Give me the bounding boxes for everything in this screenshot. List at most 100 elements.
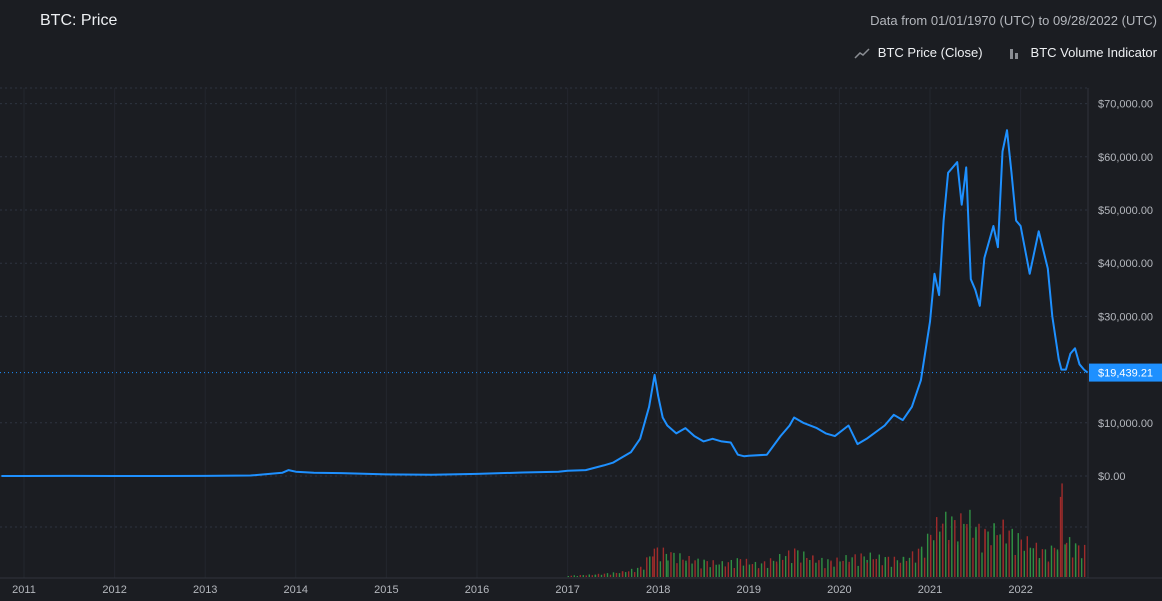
volume-bar xyxy=(1032,548,1035,577)
volume-bar xyxy=(911,551,914,577)
line-chart-icon xyxy=(854,47,870,59)
volume-bar xyxy=(633,572,636,577)
volume-bar xyxy=(730,559,733,577)
volume-bar xyxy=(772,560,775,577)
volume-bar xyxy=(1083,544,1086,577)
volume-bar xyxy=(778,554,781,577)
y-tick-label: $30,000.00 xyxy=(1098,311,1153,323)
x-tick-label: 2017 xyxy=(555,584,579,596)
x-tick-label: 2012 xyxy=(102,584,126,596)
volume-bar xyxy=(600,574,603,577)
volume-bar xyxy=(960,513,962,577)
volume-bar xyxy=(624,572,627,577)
volume-bar xyxy=(857,565,859,577)
volume-bar xyxy=(984,530,986,577)
volume-bar xyxy=(567,576,569,577)
volume-bar xyxy=(987,531,989,577)
volume-bar xyxy=(896,560,899,577)
volume-bar xyxy=(612,572,615,577)
volume-bar xyxy=(815,562,817,577)
volume-bar xyxy=(1023,550,1025,577)
volume-bar xyxy=(930,534,932,577)
volume-bar xyxy=(679,553,681,577)
volume-bar xyxy=(709,567,711,577)
volume-bar xyxy=(673,552,675,577)
volume-bar xyxy=(594,574,597,577)
volume-bar xyxy=(615,572,618,577)
volume-bar xyxy=(1008,530,1010,577)
volume-bar xyxy=(878,554,880,577)
volume-bar xyxy=(794,550,796,577)
y-tick-label: $50,000.00 xyxy=(1098,205,1153,217)
volume-bar xyxy=(727,562,730,577)
volume-bar xyxy=(824,568,826,577)
volume-bar xyxy=(800,562,802,577)
volume-bar xyxy=(1029,547,1032,577)
x-tick-label: 2018 xyxy=(646,584,670,596)
volume-bar xyxy=(667,560,669,577)
volume-bar xyxy=(748,564,751,577)
volume-bar xyxy=(996,535,998,577)
volume-bar xyxy=(582,575,584,577)
volume-bar xyxy=(706,561,708,577)
volume-bar xyxy=(733,567,736,577)
x-tick-label: 2022 xyxy=(1008,584,1032,596)
volume-bar xyxy=(836,557,838,577)
volume-bar xyxy=(830,560,832,577)
volume-bar xyxy=(851,557,853,577)
volume-bar xyxy=(718,564,720,577)
volume-bar xyxy=(736,558,739,577)
volume-bar xyxy=(872,559,874,577)
volume-bar xyxy=(787,550,790,577)
y-tick-label: $40,000.00 xyxy=(1098,258,1153,270)
volume-bar xyxy=(618,573,621,577)
volume-bar xyxy=(848,561,850,577)
x-tick-label: 2019 xyxy=(737,584,761,596)
volume-bar xyxy=(839,561,841,577)
volume-bar xyxy=(1059,496,1062,577)
volume-bar xyxy=(757,568,760,577)
volume-bar xyxy=(1080,558,1083,577)
volume-bar xyxy=(936,517,938,577)
volume-bar xyxy=(609,574,612,577)
volume-bar xyxy=(606,573,609,577)
volume-bar xyxy=(630,568,633,577)
volume-bar xyxy=(715,564,717,577)
volume-bar xyxy=(691,563,693,577)
legend-item-volume[interactable]: BTC Volume Indicator xyxy=(1009,45,1157,60)
volume-bar xyxy=(833,566,835,577)
y-tick-label: $60,000.00 xyxy=(1098,152,1153,164)
volume-bar xyxy=(797,550,799,577)
volume-bar xyxy=(957,544,959,577)
volume-bar xyxy=(942,523,944,577)
volume-bar xyxy=(769,558,772,577)
chart-title: BTC: Price xyxy=(40,12,118,29)
volume-bar xyxy=(1050,545,1053,577)
volume-bar xyxy=(781,559,784,577)
volume-bar xyxy=(724,566,727,577)
volume-bar xyxy=(579,575,581,577)
date-range-text: Data from 01/01/1970 (UTC) to 09/28/2022… xyxy=(870,13,1157,28)
volume-bar xyxy=(766,567,769,577)
volume-bar xyxy=(636,567,639,577)
volume-bar xyxy=(902,556,905,577)
volume-bar xyxy=(643,569,645,577)
volume-bar xyxy=(597,573,600,577)
volume-bar xyxy=(1068,537,1071,577)
volume-bar xyxy=(573,575,575,577)
volume-bar xyxy=(923,557,926,577)
volume-bar xyxy=(754,561,757,577)
volume-bar xyxy=(1041,549,1044,577)
volume-bar xyxy=(682,559,684,577)
volume-bar xyxy=(975,529,977,577)
legend-item-price[interactable]: BTC Price (Close) xyxy=(854,45,983,60)
last-price-badge xyxy=(1089,363,1162,382)
volume-bar xyxy=(939,531,941,577)
volume-bar xyxy=(1014,554,1016,577)
legend: BTC Price (Close) BTC Volume Indicator xyxy=(854,45,1157,60)
volume-bar xyxy=(627,571,630,577)
volume-bar xyxy=(806,557,808,577)
volume-bar xyxy=(603,573,606,577)
volume-bar xyxy=(739,559,742,577)
